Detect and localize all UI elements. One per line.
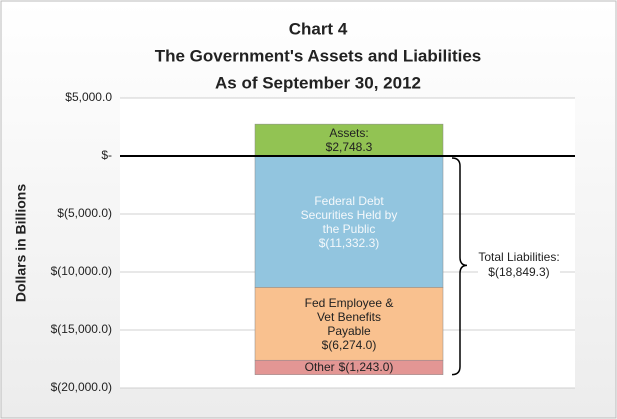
y-tick-label: $5,000.0 (65, 90, 112, 104)
y-tick-label: $(5,000.0) (57, 206, 112, 220)
y-tick-label: $(20,000.0) (51, 380, 112, 394)
annotation-value: $(18,849.3) (488, 265, 550, 280)
annotation-label: Total Liabilities: (478, 250, 560, 265)
segment-label-box: Fed Employee & Vet Benefits Payable$(6,2… (294, 287, 404, 360)
y-axis-label: Dollars in Billions (13, 184, 29, 302)
bar-segment (254, 359, 444, 375)
segment-label-box: Assets:$2,748.3 (294, 124, 404, 156)
chart-title: The Government's Assets and Liabilities (155, 46, 482, 65)
y-tick-label: $(15,000.0) (51, 322, 112, 336)
segment-name: Other (304, 360, 335, 375)
annotation-box: Total Liabilities:$(18,849.3) (478, 237, 560, 294)
bar-segment (254, 287, 444, 361)
segment-label: Assets: $2,748.3 (294, 124, 404, 156)
segment-label: Fed Employee & Vet Benefits Payable $(6,2… (294, 287, 404, 360)
segment-name: Assets: (329, 126, 369, 141)
data-label: $(6,274.0) (321, 337, 377, 352)
segment-name: Fed Employee & Vet Benefits Payable (304, 295, 394, 338)
segment-label: Federal Debt Securities Held by the Publ… (294, 156, 404, 287)
segment-name: Federal Debt Securities Held by the Publ… (300, 193, 398, 236)
annotation-brace (451, 157, 468, 376)
annotation: Total Liabilities: $(18,849.3) (478, 237, 560, 294)
data-label: $(11,332.3) (318, 235, 380, 250)
y-tick-label: $(10,000.0) (51, 264, 112, 278)
segment-label: Other $(1,243.0) (294, 360, 404, 374)
data-label: $(1,243.0) (338, 360, 394, 375)
segment-label-box: Other $(1,243.0) (294, 360, 404, 374)
y-tick-label: $- (101, 148, 112, 162)
chart-title: Chart 4 (289, 19, 348, 38)
segment-label-box: Federal Debt Securities Held by the Publ… (294, 156, 404, 287)
bar-segment (254, 155, 444, 288)
data-label: $2,748.3 (325, 140, 373, 155)
chart-title: As of September 30, 2012 (215, 73, 421, 92)
